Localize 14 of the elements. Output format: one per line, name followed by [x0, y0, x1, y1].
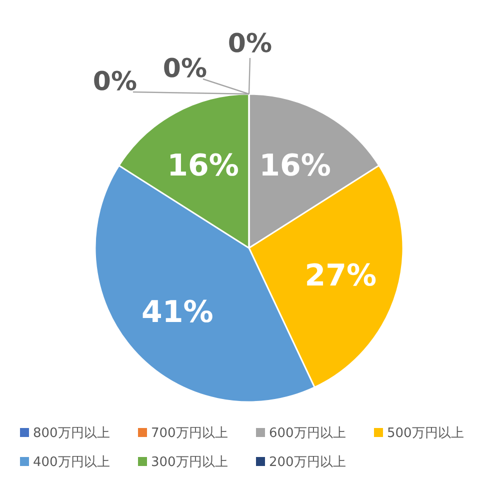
text: 0%	[228, 29, 272, 59]
legend-label: 200万円以上	[269, 455, 346, 470]
data-label: 27%	[304, 258, 377, 294]
data-label: 16%	[167, 148, 239, 184]
legend-label: 300万円以上	[151, 455, 228, 470]
legend-label: 800万円以上	[33, 426, 110, 441]
text: 0%	[162, 54, 208, 84]
data-label: 16%	[259, 148, 331, 184]
data-label: 41%	[141, 295, 214, 330]
text: 0%	[92, 67, 138, 97]
legend-label: 600万円以上	[269, 426, 346, 441]
legend-label: 500万円以上	[387, 426, 464, 441]
legend-label: 700万円以上	[151, 426, 228, 441]
legend-label: 400万円以上	[33, 455, 110, 470]
